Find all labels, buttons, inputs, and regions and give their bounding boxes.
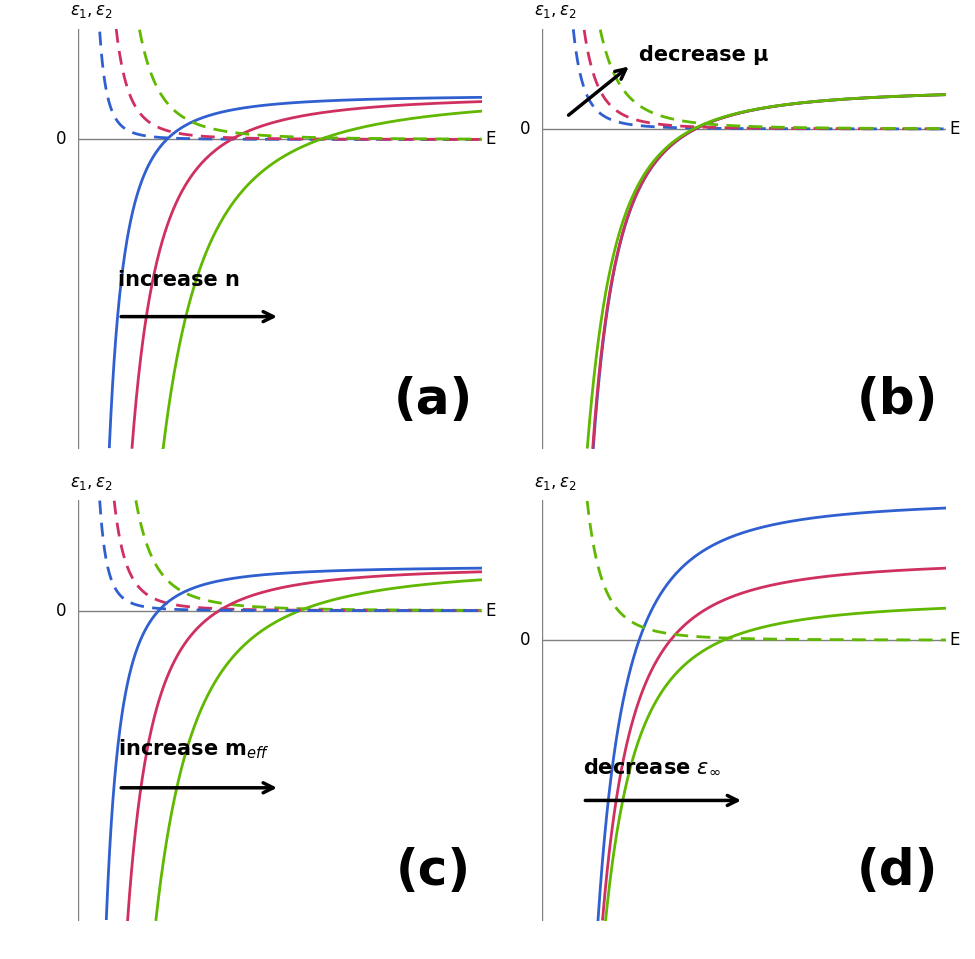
Text: 0: 0 [520, 120, 530, 138]
Text: E: E [950, 631, 960, 649]
Text: $\epsilon_1,\epsilon_2$: $\epsilon_1,\epsilon_2$ [70, 2, 112, 20]
Text: $\epsilon_1,\epsilon_2$: $\epsilon_1,\epsilon_2$ [70, 474, 112, 492]
Text: (c): (c) [396, 848, 471, 896]
Text: (d): (d) [857, 848, 938, 896]
Text: decrease μ: decrease μ [639, 45, 768, 65]
Text: increase m$_{eff}$: increase m$_{eff}$ [118, 737, 270, 761]
Text: E: E [486, 130, 496, 149]
Text: 0: 0 [56, 130, 66, 149]
Text: E: E [486, 601, 496, 620]
Text: increase n: increase n [118, 270, 240, 290]
Text: (a): (a) [394, 376, 473, 424]
Text: 0: 0 [56, 601, 66, 620]
Text: (b): (b) [857, 376, 938, 424]
Text: 0: 0 [520, 631, 530, 649]
Text: E: E [950, 120, 960, 138]
Text: $\epsilon_1,\epsilon_2$: $\epsilon_1,\epsilon_2$ [534, 2, 577, 20]
Text: $\epsilon_1,\epsilon_2$: $\epsilon_1,\epsilon_2$ [534, 474, 577, 492]
Text: decrease $\epsilon_\infty$: decrease $\epsilon_\infty$ [582, 757, 721, 777]
